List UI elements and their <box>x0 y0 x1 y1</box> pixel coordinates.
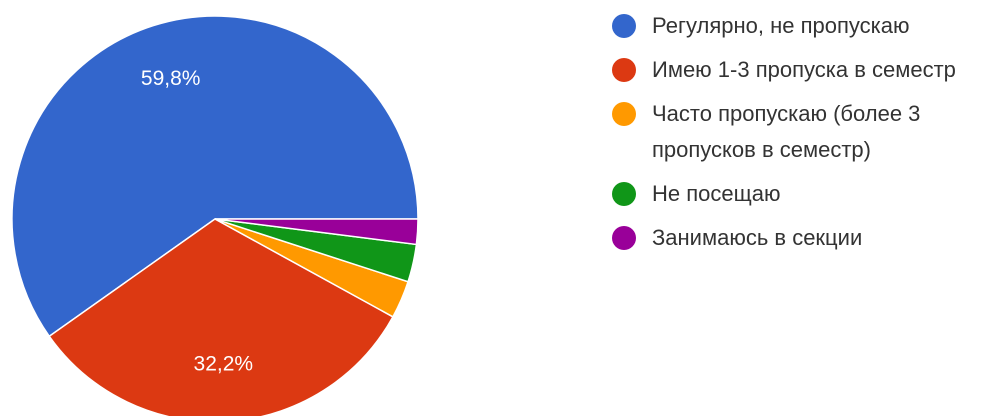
legend-item-regular: Регулярно, не пропускаю <box>612 8 984 44</box>
legend-label: Часто пропускаю (более 3 пропусков в сем… <box>652 101 921 162</box>
slice-value-label: 59,8% <box>141 67 201 90</box>
pie-slice-2 <box>48 218 394 416</box>
legend-item-not-attending: Не посещаю <box>612 176 984 212</box>
pie-slice-1 <box>11 15 419 338</box>
slice-value-label: 32,2% <box>194 352 254 375</box>
legend-swatch <box>612 182 636 206</box>
legend-item-1-3-absences: Имею 1-3 пропуска в семестр <box>612 52 984 88</box>
legend-swatch <box>612 58 636 82</box>
legend-label: Не посещаю <box>652 181 781 206</box>
legend-label: Занимаюсь в секции <box>652 225 863 250</box>
legend-item-sports-section: Занимаюсь в секции <box>612 220 984 256</box>
legend-swatch <box>612 226 636 250</box>
pie-chart: 59,8% 32,2% <box>11 15 419 416</box>
legend-item-often-absent: Часто пропускаю (более 3 пропусков в сем… <box>612 96 984 168</box>
chart-legend: Регулярно, не пропускаю Имею 1-3 пропуск… <box>612 8 984 264</box>
legend-label: Регулярно, не пропускаю <box>652 13 910 38</box>
legend-label: Имею 1-3 пропуска в семестр <box>652 57 956 82</box>
legend-swatch <box>612 14 636 38</box>
legend-swatch <box>612 102 636 126</box>
pie-slice-5 <box>214 218 419 246</box>
